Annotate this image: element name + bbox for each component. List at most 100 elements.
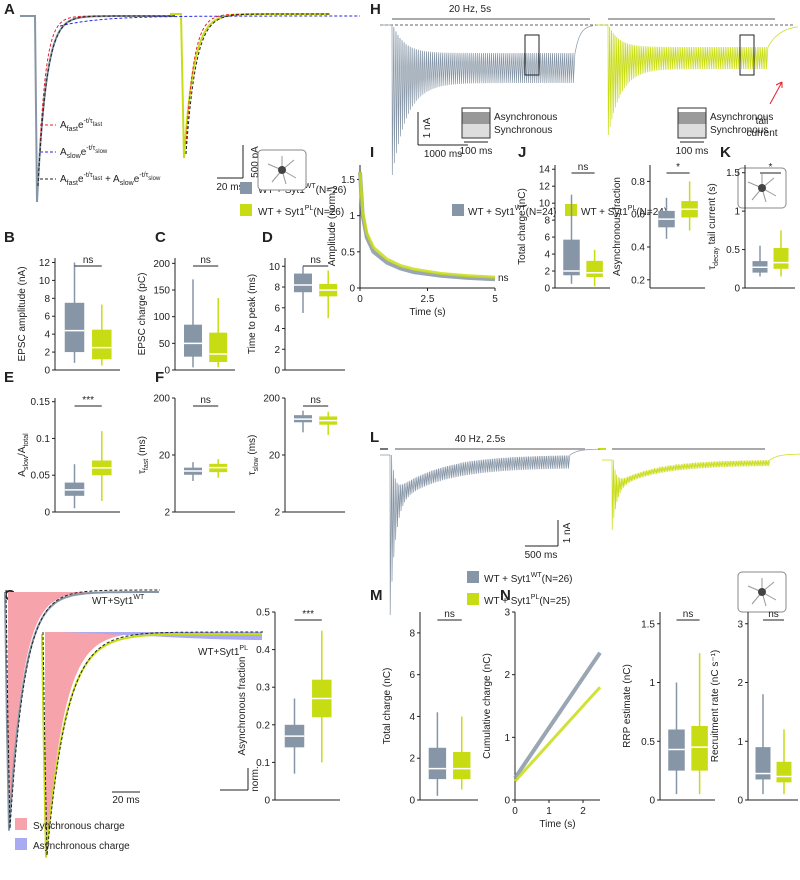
y-axis-label: Amplitude (norm.) (327, 187, 338, 266)
y-tick-label: 1 (649, 678, 655, 689)
panel-label: D (262, 229, 273, 246)
y-tick-label: 2 (274, 508, 280, 519)
legend-suffix: (N=26) (316, 185, 347, 196)
y-tick-label: 0.6 (631, 210, 645, 221)
panel-label: I (370, 144, 374, 161)
significance: ns (310, 255, 321, 266)
scale-label: norm. (250, 766, 261, 792)
panel-label: L (370, 429, 379, 446)
text-part: fast (67, 126, 78, 133)
inset-frame (677, 107, 707, 139)
box (773, 248, 789, 269)
scale-label: 1 nA (562, 522, 573, 543)
panel-label: B (4, 229, 15, 246)
y-axis-label: EPSC amplitude (nA) (17, 266, 28, 361)
x-tick-label: 2.5 (421, 294, 435, 305)
text-part: A (17, 470, 28, 477)
tail-label: current (746, 128, 777, 139)
y-axis-label: τfast (ms) (137, 436, 150, 474)
legend-suffix: (N=26) (313, 207, 344, 218)
text-part: A (60, 120, 67, 131)
scale-label: 20 ms (216, 182, 243, 193)
y-tick-label: 0.2 (256, 720, 270, 731)
text-part: fast (143, 459, 150, 470)
inset-async (462, 112, 490, 124)
panel-label: E (4, 369, 14, 386)
text-part: slow (148, 176, 161, 182)
y-tick-label: 0 (349, 284, 355, 295)
text-part: -t/τ (84, 172, 93, 179)
legend-swatch (15, 818, 27, 830)
text-part: fast (67, 180, 78, 187)
legend-text: WT + Syt1 (258, 207, 305, 218)
y-axis-label: Asynchronous fraction (237, 657, 248, 756)
box (64, 302, 85, 353)
box (563, 239, 580, 276)
sync-area (8, 592, 160, 809)
text-part: e (134, 174, 140, 185)
y-axis-label: Aslow/Atotal (17, 433, 30, 477)
y-tick-label: 8 (274, 283, 280, 294)
legend-suffix: (N=26) (542, 574, 573, 585)
trace (42, 631, 263, 856)
inset-label: Asynchronous (710, 112, 773, 123)
legend-swatch (452, 204, 464, 216)
text-part: slow (23, 455, 30, 470)
box (428, 747, 447, 780)
panel-label: F (155, 369, 164, 386)
y-tick-label: 2 (164, 508, 170, 519)
legend-text: WT+Syt1 (92, 596, 134, 607)
x-tick-label: 0 (512, 806, 518, 817)
trace (170, 13, 330, 159)
y-tick-label: 0.4 (256, 645, 270, 656)
y-tick-label: 1.5 (726, 168, 740, 179)
trace (596, 24, 799, 136)
trace (41, 633, 262, 858)
inset-label: 100 ms (676, 146, 709, 157)
legend-label: WT + Syt1PL(N=26) (258, 205, 344, 218)
icon-soma (278, 166, 286, 174)
legend-label: WT + Syt1PL(N=24) (581, 205, 667, 218)
significance: * (676, 162, 680, 173)
box (776, 761, 792, 783)
y-tick-label: 0 (649, 796, 655, 807)
text-part: slow (253, 456, 260, 471)
series-line (513, 686, 602, 783)
legend-sup: PL (239, 645, 248, 652)
text-part: + A (102, 174, 120, 185)
trace (380, 24, 594, 176)
y-tick-label: 6 (544, 233, 550, 244)
legend-label: WT + Syt1WT(N=24) (468, 205, 557, 218)
text-part: A (60, 174, 67, 185)
legend-text: WT + Syt1 (468, 207, 515, 218)
inset-label: Synchronous (494, 125, 552, 136)
panel-label: A (4, 1, 15, 18)
y-tick-label: 0.15 (31, 397, 51, 408)
y-tick-label: 0 (44, 508, 50, 519)
y-tick-label: 0.5 (726, 245, 740, 256)
y-tick-label: 0 (504, 796, 510, 807)
legend-swatch (467, 571, 479, 583)
y-tick-label: 2 (544, 267, 550, 278)
panel-label: N (500, 587, 511, 604)
inset-label: 100 ms (460, 146, 493, 157)
y-tick-label: 1 (349, 211, 355, 222)
significance: *** (82, 395, 94, 406)
y-axis-label: Recruitment rate (nC s⁻¹) (710, 650, 721, 763)
tail-arrow (769, 81, 783, 105)
y-tick-label: 12 (539, 182, 551, 193)
inset-frame (461, 107, 491, 139)
legend-sup: WT (531, 572, 543, 579)
series-line (358, 172, 496, 282)
significance: ns (200, 255, 211, 266)
legend-label: Asynchronous charge (33, 841, 130, 852)
text-part: decay (713, 247, 720, 266)
trace (380, 448, 601, 616)
y-tick-label: 200 (263, 394, 280, 405)
text-part: τ (247, 471, 258, 475)
text-part: slow (120, 180, 135, 187)
scale-label: 500 pA (250, 146, 261, 178)
y-axis-label: τslow (ms) (247, 435, 260, 476)
formula: Aslowe-t/τslow (60, 145, 108, 160)
box (586, 260, 603, 277)
